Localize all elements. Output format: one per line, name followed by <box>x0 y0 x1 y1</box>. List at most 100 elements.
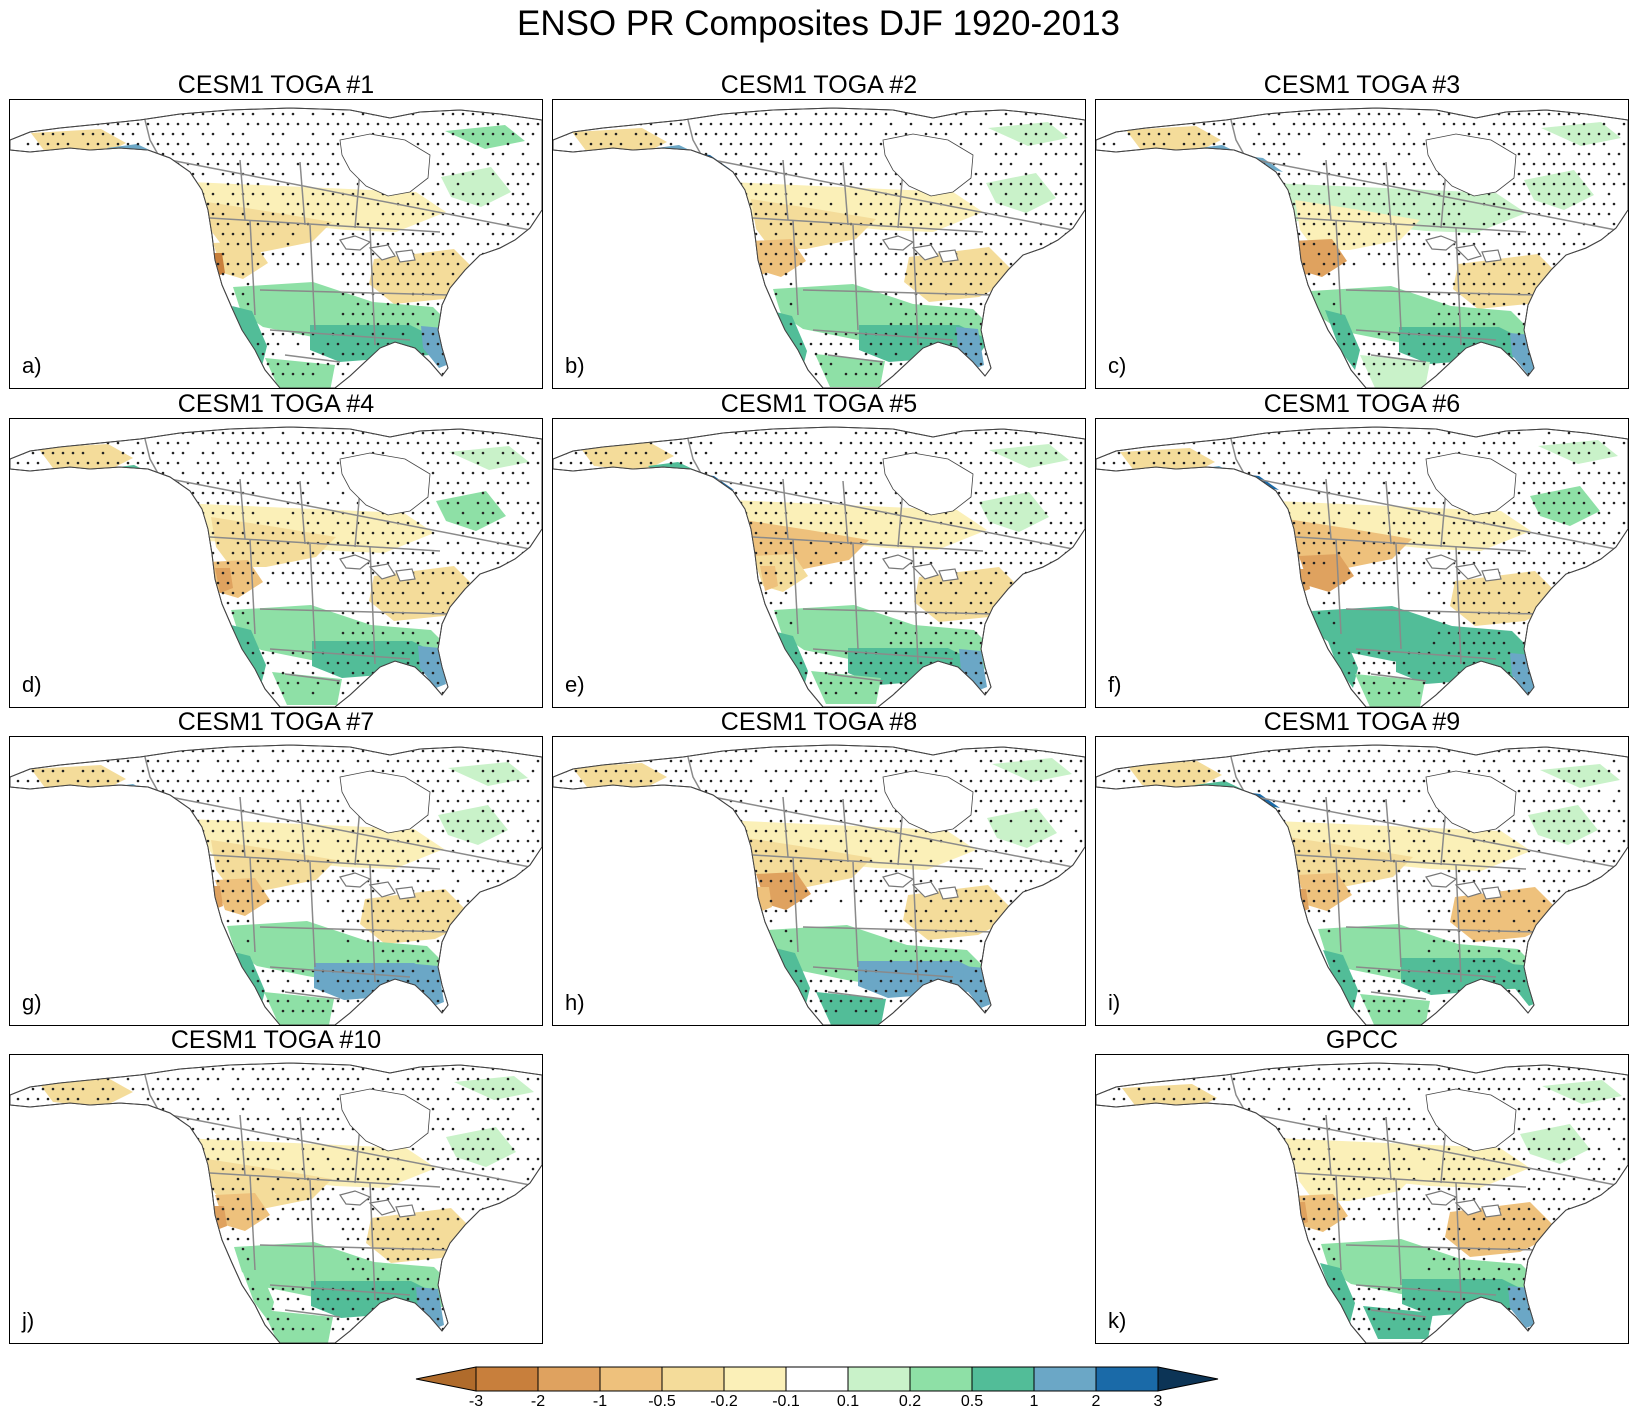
anomaly-region <box>445 125 525 149</box>
map-panel-b: b) <box>552 99 1086 389</box>
anomaly-region <box>1293 1194 1348 1232</box>
map-panel-g: g) <box>9 736 543 1026</box>
map-panel-f: f) <box>1095 418 1629 708</box>
panel-label-b: b) <box>565 353 585 378</box>
colorbar-swatch <box>661 1366 725 1392</box>
colorbar-swatch <box>475 1366 539 1392</box>
map-canvas <box>10 107 542 388</box>
anomaly-region <box>1399 327 1529 364</box>
anomaly-region <box>1323 950 1358 1010</box>
anomaly-region <box>418 646 446 688</box>
anomaly-region <box>988 122 1068 146</box>
anomaly-region <box>1295 200 1420 250</box>
anomaly-region <box>441 167 511 207</box>
great-lakes <box>1425 1190 1502 1218</box>
anomaly-region <box>963 966 991 1008</box>
colorbar-swatch <box>723 1366 787 1392</box>
hudson-bay <box>339 1088 431 1152</box>
anomaly-region <box>211 840 336 890</box>
colorbar-tick-label: 3 <box>1153 1393 1163 1410</box>
anomaly-region <box>903 885 1018 940</box>
map-canvas <box>553 426 1085 707</box>
great-lakes <box>882 235 959 263</box>
anomaly-region <box>1320 1263 1355 1323</box>
panel-label-f: f) <box>1108 672 1122 697</box>
map-panel-a: a) <box>9 99 543 389</box>
anomaly-region <box>438 805 508 845</box>
panel-label-d: d) <box>22 672 42 697</box>
anomaly-region <box>987 808 1057 848</box>
panel-label-k: k) <box>1108 1308 1127 1333</box>
anomaly-region <box>38 444 133 473</box>
anomaly-region <box>816 992 886 1025</box>
map-canvas <box>10 1062 542 1343</box>
anomaly-region <box>751 199 876 249</box>
colorbar-tick-label: -0.5 <box>648 1393 676 1410</box>
panel-title-g: CESM1 TOGA #7 <box>177 708 375 736</box>
colorbar-swatch <box>971 1366 1035 1392</box>
panel-title-d: CESM1 TOGA #4 <box>177 390 375 418</box>
anomaly-region <box>1360 994 1430 1025</box>
colorbar-tick-label: 0.5 <box>960 1393 984 1410</box>
panel-title-j: CESM1 TOGA #10 <box>170 1026 382 1054</box>
anomaly-region <box>1300 250 1318 275</box>
great-lakes <box>339 554 416 582</box>
anomaly-region <box>215 878 270 916</box>
hudson-bay <box>882 452 974 516</box>
anomaly-region <box>1528 805 1598 845</box>
panel-title-i: CESM1 TOGA #9 <box>1263 708 1461 736</box>
anomaly-region <box>1542 1080 1622 1104</box>
anomaly-region <box>263 1310 333 1343</box>
anomaly-region <box>1127 761 1222 790</box>
anomaly-region <box>1299 554 1354 592</box>
anomaly-region <box>1445 1202 1560 1257</box>
anomaly-region <box>1363 1306 1433 1339</box>
anomaly-region <box>436 491 506 531</box>
panel-title-a: CESM1 TOGA #1 <box>177 71 375 99</box>
colorbar-swatch <box>1033 1366 1097 1392</box>
map-panel-j: j) <box>9 1054 543 1344</box>
map-canvas <box>1096 1062 1628 1343</box>
great-lakes <box>882 872 959 900</box>
great-lakes <box>882 554 959 582</box>
anomaly-region <box>959 649 987 691</box>
anomaly-region <box>904 247 1019 302</box>
colorbar-swatch <box>599 1366 663 1392</box>
map-canvas <box>1096 744 1628 1025</box>
anomaly-region <box>272 672 342 705</box>
anomaly-region <box>38 1078 133 1107</box>
panel-title-k: GPCC <box>1325 1026 1399 1054</box>
map-canvas <box>553 744 1085 1025</box>
anomaly-region <box>1360 355 1430 388</box>
colorbar-swatch <box>1095 1366 1159 1392</box>
map-panel-c: c) <box>1095 99 1629 389</box>
anomaly-region <box>1538 440 1618 464</box>
anomaly-region <box>986 173 1056 213</box>
panel-title-f: CESM1 TOGA #6 <box>1263 390 1461 418</box>
anomaly-region <box>989 444 1069 468</box>
colorbar-tick-label: -2 <box>530 1393 546 1410</box>
great-lakes <box>339 872 416 900</box>
panel-title-h: CESM1 TOGA #8 <box>720 708 918 736</box>
figure-title: ENSO PR Composites DJF 1920-2013 <box>516 4 1121 43</box>
map-panel-k: k) <box>1095 1054 1629 1344</box>
anomaly-region <box>264 992 334 1025</box>
anomaly-region <box>207 202 332 252</box>
anomaly-region <box>215 1193 270 1231</box>
great-lakes <box>1425 235 1502 263</box>
panel-label-g: g) <box>22 990 42 1015</box>
anomaly-region <box>213 241 268 279</box>
colorbar-tick-label: 2 <box>1091 1393 1101 1410</box>
anomaly-region <box>454 1076 534 1100</box>
great-lakes <box>1425 554 1502 582</box>
anomaly-region <box>265 358 335 388</box>
map-canvas <box>10 426 542 707</box>
panel-label-e: e) <box>565 672 585 697</box>
anomaly-region <box>956 327 984 369</box>
great-lakes <box>1425 872 1502 900</box>
hudson-bay <box>1425 770 1517 834</box>
panel-label-j: j) <box>22 1308 35 1333</box>
anomaly-region <box>232 306 267 366</box>
anomaly-region <box>231 625 266 685</box>
panel-title-e: CESM1 TOGA #5 <box>720 390 918 418</box>
